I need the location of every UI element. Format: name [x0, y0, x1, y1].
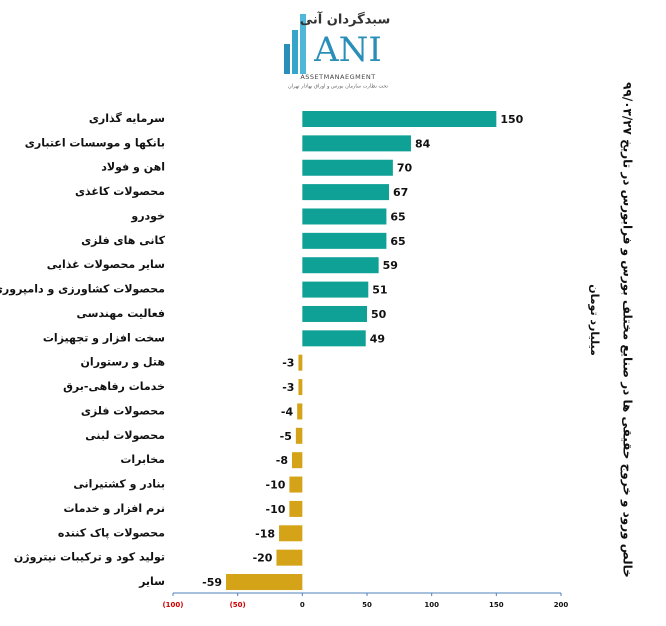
data-label: -10: [266, 479, 286, 492]
logo-tagline: ASSETMANAEGMENT: [300, 73, 375, 81]
bar: [295, 427, 303, 444]
category-label: بانکها و موسسات اعتباری: [25, 136, 165, 149]
category-label: اهن و فولاد: [101, 161, 165, 174]
logo-bar: [284, 44, 290, 74]
bar: [302, 232, 387, 249]
x-tick-label: (100): [162, 601, 183, 609]
data-label: -59: [202, 576, 222, 589]
x-tick-label: (50): [230, 601, 246, 609]
category-label: خدمات رفاهی-برق: [63, 380, 165, 393]
category-label: سایر محصولات غذایی: [47, 258, 165, 271]
category-label: کانی های فلزی: [81, 234, 166, 247]
data-label: 84: [415, 137, 431, 150]
data-label: 65: [390, 235, 405, 248]
bar: [302, 281, 369, 298]
logo-bar: [300, 14, 306, 74]
category-label: خودرو: [130, 209, 165, 222]
category-label: تولید کود و ترکیبات نیتروژن: [14, 551, 165, 564]
data-label: -18: [255, 527, 275, 540]
x-tick-label: 150: [489, 601, 504, 609]
logo-note: تحت نظارت سازمان بورس و اوراق بهادار تهر…: [288, 84, 389, 90]
data-label: -20: [253, 552, 273, 565]
category-label: سایر: [138, 575, 165, 588]
category-label: سرمایه گذاری: [89, 112, 165, 125]
category-label: محصولات لبنی: [85, 429, 165, 442]
chart-subtitle: میلیارد تومان: [588, 284, 601, 356]
data-label: -3: [282, 357, 294, 370]
data-label: -3: [282, 381, 294, 394]
bar: [302, 159, 393, 176]
logo-mark: ANI: [313, 30, 382, 70]
x-tick-label: 0: [300, 601, 305, 609]
bar: [302, 305, 367, 322]
x-tick-label: 100: [424, 601, 439, 609]
category-label: هتل و رستوران: [81, 356, 165, 369]
bar: [279, 525, 303, 542]
bar: [226, 574, 303, 591]
logo-brand: سبدگردان آنی: [300, 11, 391, 28]
bar: [302, 257, 379, 274]
bar: [291, 452, 303, 469]
data-label: 70: [397, 162, 413, 175]
bar: [302, 208, 387, 225]
data-label: -10: [266, 503, 286, 516]
category-label: محصولات پاک کننده: [58, 526, 165, 539]
bar: [297, 403, 303, 420]
bar: [276, 549, 303, 566]
bar: [298, 354, 303, 371]
bar: [289, 476, 303, 493]
category-label: محصولات کاغذی: [75, 185, 165, 198]
data-label: 150: [500, 113, 523, 126]
logo: سبدگردان آنی ANI ASSETMANAEGMENT تحت نظا…: [284, 11, 390, 90]
category-label: فعالیت مهندسی: [77, 307, 166, 320]
bar: [289, 500, 303, 517]
chart-title: خالص ورود و خروج حقیقی ها در صنایع مختلف…: [620, 82, 635, 578]
category-label: محصولات کشاورزی و دامپروری: [0, 283, 165, 296]
data-label: 50: [371, 308, 387, 321]
bar: [302, 135, 411, 152]
x-tick-label: 200: [554, 601, 569, 609]
category-label: نرم افزار و خدمات: [63, 502, 165, 515]
logo-bar: [292, 30, 298, 74]
category-label: محصولات فلزی: [81, 404, 165, 417]
data-label: 51: [372, 284, 387, 297]
category-label: سخت افزار و تجهیزات: [43, 331, 165, 344]
category-label: مخابرات: [120, 453, 165, 466]
data-label: 59: [383, 259, 398, 272]
bar: [302, 111, 497, 127]
data-label: -5: [280, 430, 292, 443]
data-label: -8: [276, 454, 288, 467]
bar: [298, 379, 303, 396]
bar: [302, 184, 389, 201]
category-label: بنادر و کشتیرانی: [73, 478, 165, 491]
data-label: 49: [370, 332, 385, 345]
bar: [302, 330, 366, 347]
data-label: 67: [393, 186, 408, 199]
data-label: 65: [390, 210, 405, 223]
data-label: -4: [281, 405, 294, 418]
x-tick-label: 50: [362, 601, 372, 609]
